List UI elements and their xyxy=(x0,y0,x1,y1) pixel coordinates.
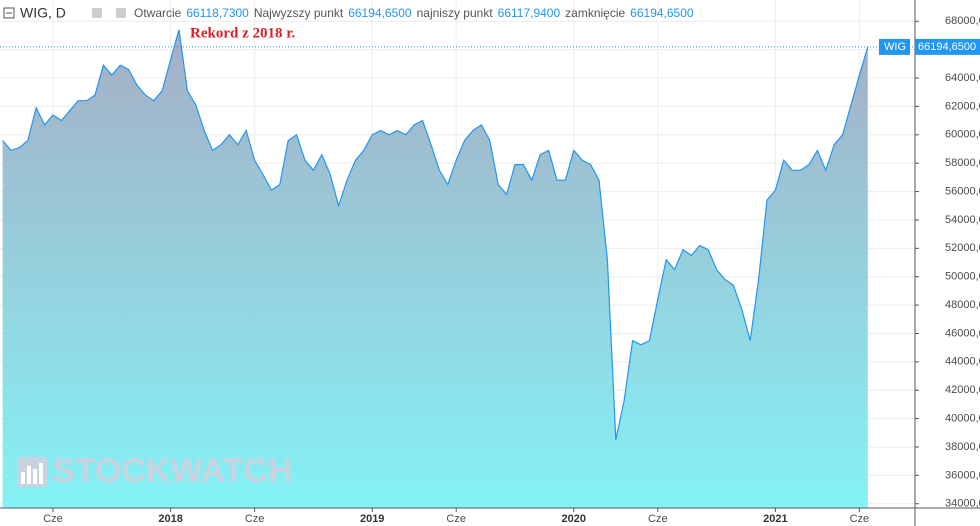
x-tick-label: Cze xyxy=(850,513,870,525)
collapse-icon[interactable] xyxy=(3,7,15,19)
header-label: zamknięcie xyxy=(565,6,625,20)
header-value: 66118,7300 xyxy=(186,6,249,20)
y-tick-label: 36000,0000 xyxy=(945,469,980,481)
x-tick-label: Cze xyxy=(446,513,466,525)
x-tick-label: Cze xyxy=(245,513,265,525)
y-tick-label: 58000,0000 xyxy=(945,157,980,169)
x-tick-label: 2021 xyxy=(763,513,787,525)
last-price-box xyxy=(879,38,910,55)
watermark: STOCKWATCH xyxy=(52,452,293,490)
y-tick-label: 68000,0000 xyxy=(945,15,980,27)
x-tick-label: 2020 xyxy=(562,513,586,525)
x-tick-label: Cze xyxy=(43,513,63,525)
y-tick-label: 38000,0000 xyxy=(945,441,980,453)
header-label: Najwyzszy punkt xyxy=(254,6,344,20)
annotation: Rekord z 2018 r. xyxy=(190,25,296,41)
y-tick-label: 42000,0000 xyxy=(945,384,980,396)
close-icon xyxy=(116,8,126,18)
y-tick-label: 54000,0000 xyxy=(945,214,980,226)
line xyxy=(2,29,869,441)
y-tick-label: 46000,0000 xyxy=(945,327,980,339)
settings-icon xyxy=(92,8,102,18)
x-tick-label: 2018 xyxy=(158,513,182,525)
header-value: 66117,9400 xyxy=(498,6,561,20)
y-tick-label: 50000,0000 xyxy=(945,271,980,283)
x-tick-label: Cze xyxy=(648,513,668,525)
y-tick-label: 60000,0000 xyxy=(945,129,980,141)
header-value: 66194,6500 xyxy=(630,6,694,20)
header-label: najniszy punkt xyxy=(417,6,494,20)
y-tick-label: 56000,0000 xyxy=(945,185,980,197)
y-tick-label: 40000,0000 xyxy=(945,413,980,425)
symbol: WIG, D xyxy=(20,5,66,21)
last-value-label: 66194,6500 xyxy=(918,41,976,53)
y-tick-label: 62000,0000 xyxy=(945,100,980,112)
header: WIG, D Otwarcie 66118,7300 Najwyzszy punkt… xyxy=(3,5,694,21)
watermark-logo xyxy=(17,457,47,487)
series-name: WIG xyxy=(884,41,906,53)
x-tick-label: 2019 xyxy=(360,513,384,525)
header-value: 66194,6500 xyxy=(348,6,412,20)
y-tick-label: 52000,0000 xyxy=(945,242,980,254)
last-price-box xyxy=(915,38,980,55)
y-tick-label: 48000,0000 xyxy=(945,299,980,311)
header-label: Otwarcie xyxy=(134,6,182,20)
y-tick-label: 64000,0000 xyxy=(945,72,980,84)
area xyxy=(2,29,868,509)
y-tick-label: 44000,0000 xyxy=(945,356,980,368)
y-tick-label: 34000,0000 xyxy=(945,498,980,510)
